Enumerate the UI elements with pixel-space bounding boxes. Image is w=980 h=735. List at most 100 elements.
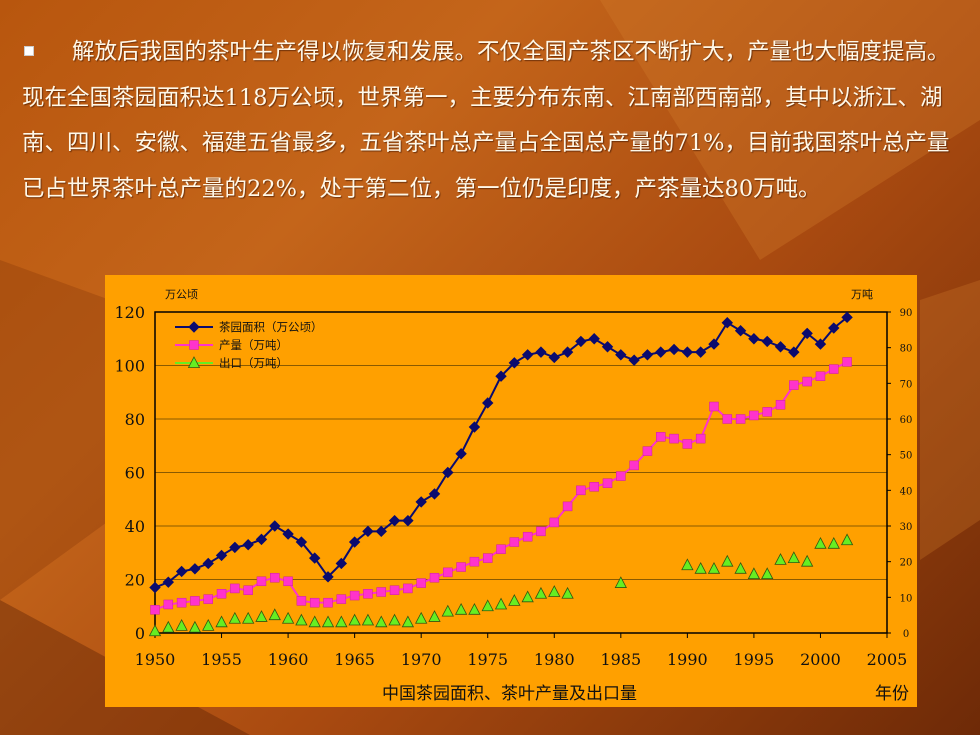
data-point: [828, 322, 840, 334]
data-point: [762, 407, 772, 417]
x-tick-label: 1990: [667, 650, 708, 669]
data-point: [308, 615, 321, 628]
data-point: [642, 446, 653, 456]
data-point: [388, 613, 401, 626]
chart-container: 万公顷 万吨 0 20 40 60 80 100 120 0 10 20 30 40 50 60 70 80 9…: [105, 275, 917, 707]
data-point: [641, 349, 654, 361]
data-point: [775, 399, 786, 410]
data-point: [270, 572, 280, 583]
data-point: [655, 432, 666, 442]
data-point: [189, 563, 201, 575]
legend-label: 茶园面积（万公顷）: [219, 320, 323, 334]
data-point: [375, 615, 388, 628]
data-point: [175, 565, 188, 578]
data-point: [255, 610, 268, 622]
data-point: [668, 343, 680, 356]
data-point: [708, 338, 720, 350]
data-point: [548, 585, 561, 597]
data-point: [522, 531, 533, 542]
data-point: [362, 525, 374, 538]
data-point: [481, 599, 494, 612]
axis-ticks: 0 20 40 60 80 100 120 0 10 20 30 40 50 60 70 80 90 1950 19…: [114, 303, 912, 669]
data-point: [802, 376, 812, 387]
legend: 茶园面积（万公顷） 产量（万吨） 出口（万吨）: [175, 320, 323, 370]
data-point: [428, 488, 441, 500]
data-point: [375, 525, 387, 538]
data-point: [175, 619, 188, 631]
data-point: [749, 410, 759, 421]
data-point: [734, 561, 747, 574]
x-tick-label: 2000: [800, 650, 841, 669]
data-point: [694, 561, 707, 574]
data-point: [576, 485, 586, 496]
y-left-tick-label: 120: [114, 303, 145, 322]
data-point: [534, 586, 548, 599]
data-point: [269, 520, 281, 532]
data-point: [508, 594, 521, 606]
data-point: [561, 586, 574, 599]
data-point: [787, 551, 800, 564]
data-point: [441, 604, 454, 617]
data-point: [774, 553, 787, 565]
data-point: [215, 615, 228, 628]
data-point: [228, 611, 242, 624]
series-2: [148, 533, 854, 637]
data-point: [841, 311, 853, 324]
x-tick-label: 1995: [734, 650, 775, 669]
data-point: [589, 482, 599, 492]
data-point: [242, 611, 255, 624]
data-point: [468, 602, 481, 615]
data-point: [202, 619, 215, 631]
data-point: [721, 316, 733, 329]
data-point: [814, 536, 827, 549]
data-point: [694, 346, 707, 358]
data-point: [336, 594, 347, 604]
data-point: [509, 537, 520, 547]
data-point: [801, 327, 813, 340]
x-tick-label: 1955: [201, 650, 242, 669]
data-point: [281, 611, 295, 624]
data-point: [842, 357, 852, 367]
y-left-tick-label: 100: [114, 357, 145, 376]
x-tick-label: 2005: [867, 650, 908, 669]
y-right-tick-label: 80: [900, 344, 913, 355]
data-point: [774, 341, 787, 353]
data-point: [428, 610, 441, 622]
left-axis-unit: 万公顷: [165, 288, 198, 301]
data-point: [561, 346, 574, 358]
x-tick-label: 1960: [268, 650, 309, 669]
data-point: [215, 549, 228, 562]
data-point: [163, 599, 174, 610]
data-point: [601, 341, 614, 353]
data-point: [323, 597, 333, 608]
data-point: [361, 613, 375, 626]
series-0: [149, 311, 853, 594]
x-tick-label: 1980: [534, 650, 575, 669]
y-right-tick-label: 30: [900, 522, 913, 533]
data-point: [682, 439, 693, 449]
data-point: [376, 587, 387, 597]
x-axis-label: 年份: [875, 684, 909, 704]
data-point: [162, 620, 175, 633]
data-point: [521, 590, 534, 603]
data-point: [429, 572, 440, 583]
data-point: [268, 608, 281, 621]
data-point: [761, 335, 773, 348]
x-tick-label: 1965: [334, 650, 375, 669]
data-point: [295, 613, 308, 626]
data-point: [761, 567, 774, 580]
data-point: [722, 414, 733, 424]
data-point: [629, 460, 639, 471]
data-point: [482, 397, 494, 409]
y-right-tick-label: 70: [900, 379, 913, 390]
data-point: [242, 539, 254, 551]
data-point: [443, 567, 453, 578]
data-point: [747, 567, 761, 580]
slide-paragraph: 解放后我国的茶叶生产得以恢复和发展。不仅全国产茶区不断扩大，产量也大幅度提高。现…: [22, 30, 960, 212]
data-point: [176, 597, 187, 608]
data-point: [335, 557, 348, 570]
legend-label: 产量（万吨）: [219, 338, 288, 352]
data-point: [508, 357, 521, 369]
data-point: [454, 602, 468, 615]
data-point: [709, 401, 719, 412]
